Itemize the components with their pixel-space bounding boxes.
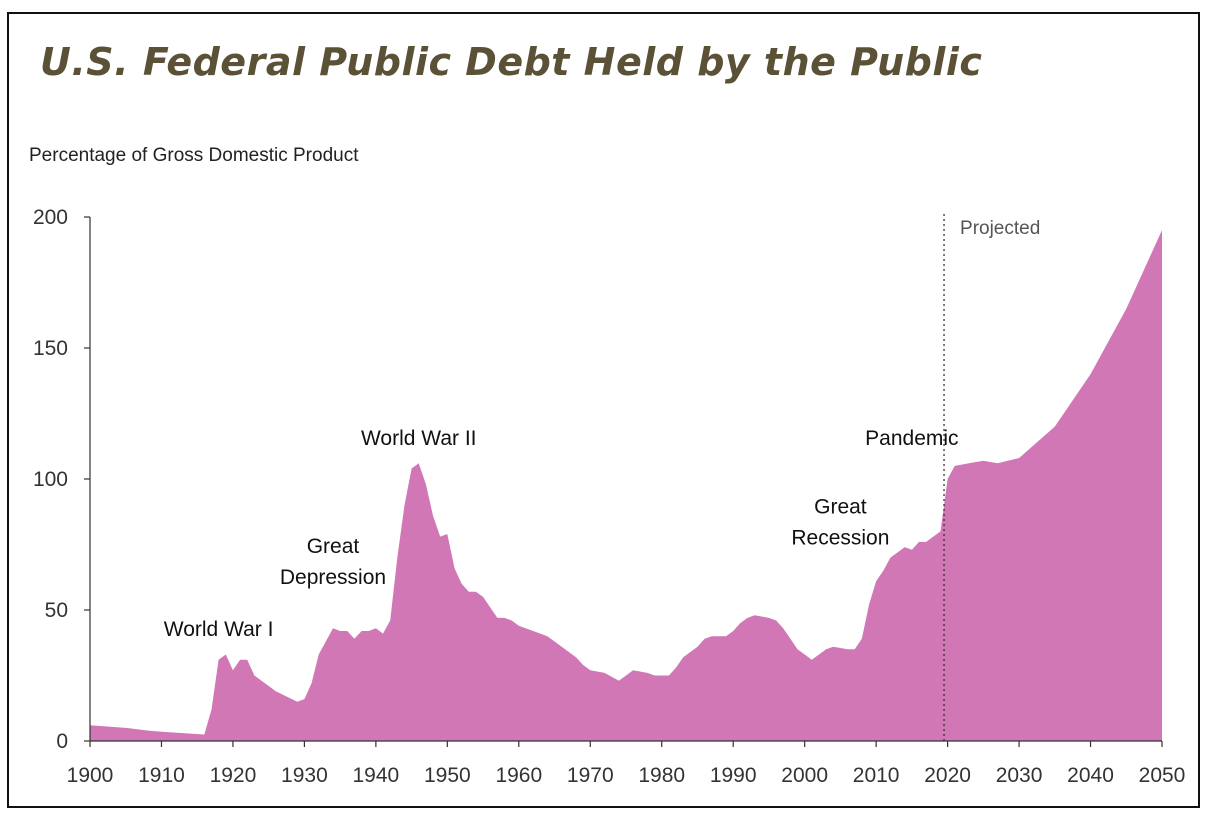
x-tick-label: 1920 (210, 764, 257, 787)
event-annotation: Great Recession (791, 496, 889, 550)
event-annotation-line: Recession (791, 527, 889, 550)
x-tick-label: 1910 (138, 764, 185, 787)
x-tick-label: 1970 (567, 764, 614, 787)
y-tick-label: 150 (33, 337, 68, 360)
event-annotation-line: Great (814, 496, 867, 519)
x-tick-label: 1960 (495, 764, 542, 787)
event-annotation: Great Depression (280, 535, 386, 589)
y-tick-label: 0 (56, 730, 68, 753)
event-annotation: Pandemic (865, 427, 958, 450)
x-tick-label: 2000 (781, 764, 828, 787)
x-tick-label: 1950 (424, 764, 471, 787)
x-tick-label: 2020 (924, 764, 971, 787)
debt-area (90, 230, 1162, 741)
event-annotation: World War I (164, 618, 274, 641)
x-tick-label: 2040 (1067, 764, 1114, 787)
x-tick-label: 1930 (281, 764, 328, 787)
projection-label: Projected (960, 218, 1040, 239)
event-annotation-line: Depression (280, 566, 386, 589)
x-tick-label: 2010 (853, 764, 900, 787)
event-annotation-line: World War I (164, 618, 274, 641)
x-tick-label: 1980 (638, 764, 685, 787)
y-tick-label: 50 (45, 599, 68, 622)
event-annotation: World War II (361, 427, 477, 450)
event-annotation-line: Great (307, 535, 360, 558)
event-annotation-line: World War II (361, 427, 477, 450)
y-axis-label: Percentage of Gross Domestic Product (29, 145, 359, 166)
x-tick-label: 1900 (67, 764, 114, 787)
x-tick-label: 1940 (353, 764, 400, 787)
event-annotation-line: Pandemic (865, 427, 958, 450)
x-tick-label: 2050 (1139, 764, 1186, 787)
x-tick-label: 1990 (710, 764, 757, 787)
y-tick-label: 100 (33, 468, 68, 491)
y-tick-label: 200 (33, 206, 68, 229)
chart-title: U.S. Federal Public Debt Held by the Pub… (40, 40, 983, 84)
x-tick-label: 2030 (996, 764, 1043, 787)
